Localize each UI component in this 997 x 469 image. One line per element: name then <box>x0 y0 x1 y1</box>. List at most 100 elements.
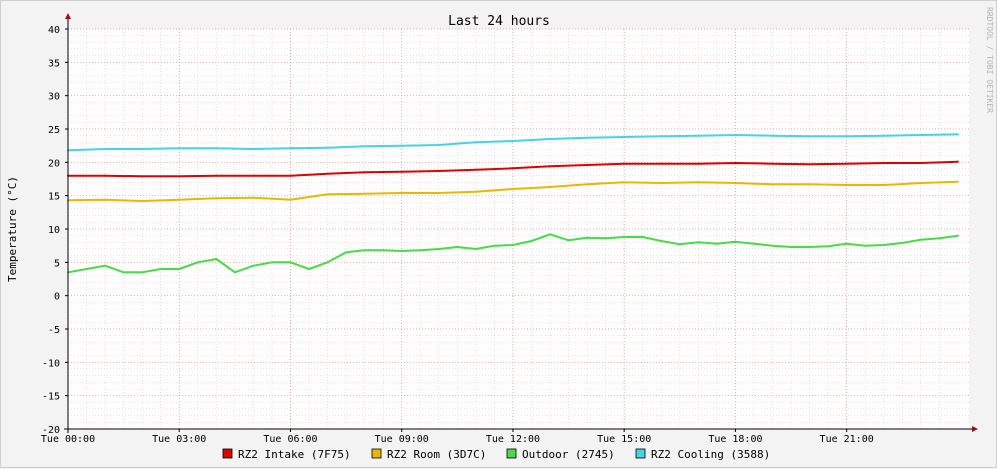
legend-item: Outdoor (2745) <box>506 448 615 461</box>
data-point <box>345 251 348 254</box>
legend-item: RZ2 Room (3D7C) <box>371 448 486 461</box>
data-point <box>956 180 959 183</box>
y-tick-label: 25 <box>48 125 60 136</box>
data-point <box>752 242 755 245</box>
y-tick-label: 40 <box>48 25 60 36</box>
legend-label: Outdoor (2745) <box>522 448 615 461</box>
data-point <box>882 162 885 164</box>
x-tick-label: Tue 15:00 <box>597 434 651 445</box>
data-point <box>326 146 329 149</box>
data-point <box>141 200 144 202</box>
x-tick-label: Tue 18:00 <box>708 434 762 445</box>
data-point <box>363 192 366 195</box>
data-point <box>215 197 218 200</box>
data-point <box>549 138 552 140</box>
data-point <box>771 162 774 165</box>
y-tick-label: 5 <box>54 258 60 269</box>
y-tick-label: 20 <box>48 158 60 169</box>
data-point <box>104 174 107 177</box>
data-point <box>901 242 904 244</box>
data-point <box>178 175 181 178</box>
data-point <box>363 249 366 252</box>
y-tick-label: -5 <box>48 325 60 336</box>
data-point <box>159 268 162 270</box>
data-point <box>437 144 440 146</box>
data-point <box>437 248 440 250</box>
data-point <box>215 258 218 260</box>
data-point <box>808 135 811 138</box>
x-axis-arrow <box>972 426 978 432</box>
data-point <box>530 240 533 242</box>
data-point <box>549 165 552 168</box>
data-point <box>734 240 737 243</box>
data-point <box>919 182 922 184</box>
y-tick-label: 15 <box>48 192 60 203</box>
y-axis-arrow <box>65 13 71 19</box>
data-point <box>808 183 811 186</box>
data-point <box>586 164 589 166</box>
data-point <box>808 163 811 166</box>
data-point <box>511 244 514 246</box>
data-point <box>790 246 793 248</box>
data-point <box>623 136 626 138</box>
data-point <box>882 184 885 186</box>
data-point <box>734 162 737 164</box>
data-point <box>715 242 718 245</box>
legend-label: RZ2 Intake (7F75) <box>238 448 351 461</box>
data-point <box>141 175 144 178</box>
x-tick-label: Tue 00:00 <box>41 434 95 445</box>
data-point <box>419 249 422 252</box>
y-axis-label: Temperature (°C) <box>6 176 19 282</box>
data-point <box>956 160 959 163</box>
data-point <box>697 241 700 244</box>
data-point <box>252 264 255 267</box>
data-point <box>289 147 292 150</box>
y-tick-label: 10 <box>48 225 60 236</box>
data-point <box>604 237 607 240</box>
legend-item: RZ2 Cooling (3588) <box>635 448 770 461</box>
data-point <box>400 144 403 147</box>
data-point <box>845 135 848 138</box>
y-tick-label: 30 <box>48 92 60 103</box>
data-point <box>771 134 774 137</box>
data-point <box>363 145 366 148</box>
data-point <box>623 162 626 165</box>
data-point <box>233 271 236 274</box>
data-point <box>549 186 552 188</box>
data-point <box>660 240 663 242</box>
data-point <box>474 141 477 144</box>
data-point <box>511 188 514 190</box>
data-point <box>771 244 774 247</box>
y-tick-label: 35 <box>48 58 60 69</box>
data-point <box>845 162 848 165</box>
legend-label: RZ2 Room (3D7C) <box>387 448 486 461</box>
data-point <box>141 148 144 150</box>
data-point <box>400 170 403 173</box>
data-point <box>104 264 107 267</box>
data-point <box>660 162 663 165</box>
data-point <box>456 246 459 248</box>
watermark: RRDTOOL / TOBI OETIKER <box>985 7 994 113</box>
data-point <box>85 268 88 270</box>
x-tick-label: Tue 03:00 <box>152 434 206 445</box>
legend-swatch <box>635 448 646 459</box>
data-point <box>771 183 774 186</box>
data-point <box>567 239 570 242</box>
data-point <box>178 198 181 201</box>
data-point <box>956 234 959 237</box>
data-point <box>252 196 255 199</box>
data-point <box>474 190 477 193</box>
y-tick-label: -20 <box>42 425 60 436</box>
data-point <box>382 249 385 252</box>
data-point <box>586 236 589 239</box>
data-point <box>734 182 737 184</box>
data-point <box>734 134 737 136</box>
data-point <box>623 181 626 184</box>
y-tick-label: -15 <box>42 392 60 403</box>
data-point <box>882 134 885 137</box>
data-point <box>511 167 514 170</box>
y-tick-label: -10 <box>42 358 60 369</box>
data-point <box>660 135 663 138</box>
data-point <box>363 171 366 174</box>
y-tick-label: 0 <box>54 292 60 303</box>
